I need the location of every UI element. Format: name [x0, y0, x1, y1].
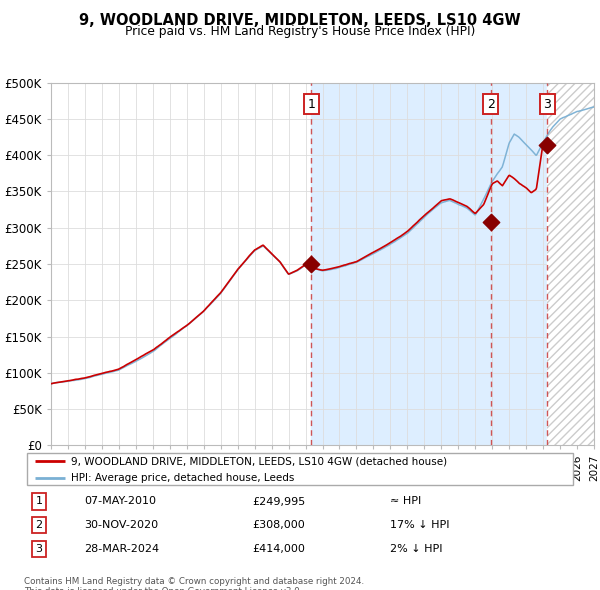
Text: 1: 1 — [308, 98, 316, 111]
Text: HPI: Average price, detached house, Leeds: HPI: Average price, detached house, Leed… — [71, 473, 294, 483]
Text: 30-NOV-2020: 30-NOV-2020 — [84, 520, 158, 530]
Point — [542, 140, 552, 150]
Text: 07-MAY-2010: 07-MAY-2010 — [84, 497, 156, 506]
Bar — [547, 83, 594, 445]
Text: 17% ↓ HPI: 17% ↓ HPI — [390, 520, 449, 530]
Text: 28-MAR-2024: 28-MAR-2024 — [84, 544, 159, 553]
Text: 1: 1 — [35, 497, 43, 506]
Text: Price paid vs. HM Land Registry's House Price Index (HPI): Price paid vs. HM Land Registry's House … — [125, 25, 475, 38]
Bar — [311, 83, 594, 445]
Text: £414,000: £414,000 — [252, 544, 305, 553]
Text: 2: 2 — [487, 98, 495, 111]
Text: 2: 2 — [35, 520, 43, 530]
Text: Contains HM Land Registry data © Crown copyright and database right 2024.
This d: Contains HM Land Registry data © Crown c… — [24, 577, 364, 590]
Text: 3: 3 — [543, 98, 551, 111]
Text: £308,000: £308,000 — [252, 520, 305, 530]
Text: 9, WOODLAND DRIVE, MIDDLETON, LEEDS, LS10 4GW: 9, WOODLAND DRIVE, MIDDLETON, LEEDS, LS1… — [79, 13, 521, 28]
Text: £249,995: £249,995 — [252, 497, 305, 506]
Bar — [547, 83, 594, 445]
Text: 2% ↓ HPI: 2% ↓ HPI — [390, 544, 443, 553]
FancyBboxPatch shape — [27, 453, 573, 486]
Text: 3: 3 — [35, 544, 43, 553]
Bar — [547, 83, 594, 445]
Text: ≈ HPI: ≈ HPI — [390, 497, 421, 506]
Point — [307, 260, 316, 269]
Text: 9, WOODLAND DRIVE, MIDDLETON, LEEDS, LS10 4GW (detached house): 9, WOODLAND DRIVE, MIDDLETON, LEEDS, LS1… — [71, 456, 447, 466]
Point — [486, 217, 496, 227]
